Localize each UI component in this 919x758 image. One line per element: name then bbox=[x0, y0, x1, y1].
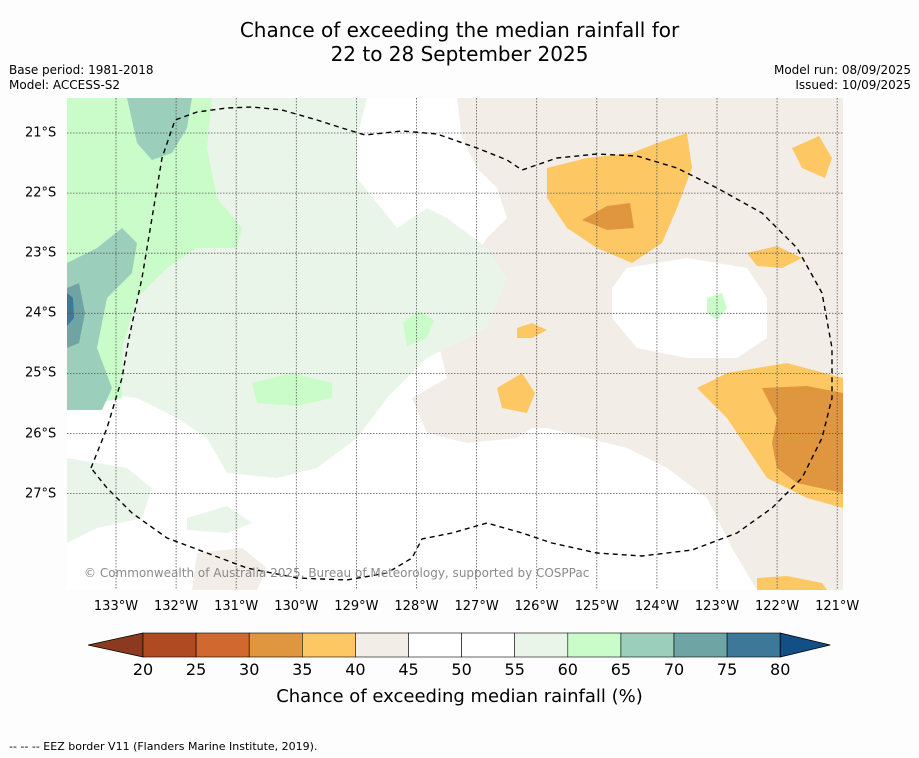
region-green-west bbox=[67, 98, 242, 410]
graticule bbox=[67, 98, 843, 590]
latitude-label: 22°S bbox=[25, 185, 57, 201]
colorbar-segment bbox=[408, 632, 462, 658]
model-run: Model run: 08/09/2025 bbox=[773, 63, 911, 77]
colorbar-segment bbox=[142, 632, 197, 658]
colorbar-tick-label: 20 bbox=[132, 660, 154, 679]
colorbar-extend-low bbox=[88, 632, 144, 658]
region-teal-west bbox=[67, 228, 137, 410]
colorbar-segment bbox=[726, 632, 781, 658]
region-green-patch-1 bbox=[252, 373, 332, 406]
colorbar-tick-label: 50 bbox=[451, 660, 472, 679]
colorbar-segment bbox=[248, 632, 303, 658]
latitude-label: 26°S bbox=[25, 426, 57, 441]
eez-border bbox=[90, 106, 833, 581]
colorbar-tick-label: 70 bbox=[663, 660, 685, 679]
colorbar-segment bbox=[514, 632, 569, 658]
colorbar-tick-label: 40 bbox=[345, 660, 366, 679]
latitude-label: 21°S bbox=[25, 125, 57, 141]
longitude-label: 131°W bbox=[214, 599, 259, 614]
title-line-2: 22 to 28 September 2025 bbox=[330, 42, 589, 66]
colorbar-tick-label: 45 bbox=[398, 660, 419, 679]
colorbar-segment bbox=[461, 632, 516, 658]
latitude-label: 25°S bbox=[25, 365, 57, 381]
region-orange-small-1 bbox=[747, 246, 802, 268]
longitude-label: 130°W bbox=[274, 599, 319, 614]
colorbar-tick-label: 60 bbox=[557, 660, 578, 679]
longitude-label: 129°W bbox=[334, 599, 379, 614]
region-beige-south bbox=[192, 548, 267, 590]
colorbar-segment bbox=[195, 632, 250, 658]
colorbar-segment bbox=[567, 632, 622, 658]
longitude-label: 124°W bbox=[634, 599, 679, 614]
region-orange-north bbox=[547, 133, 692, 263]
region-orange-small-2 bbox=[517, 323, 547, 338]
latitude-label: 24°S bbox=[25, 305, 57, 321]
longitude-label: 121°W bbox=[815, 599, 860, 614]
model-name: Model: ACCESS-S2 bbox=[9, 78, 121, 92]
colorbar-tick-label: 65 bbox=[610, 660, 632, 679]
region-green-patch-2 bbox=[403, 311, 434, 346]
map-title: Chance of exceeding the median rainfall … bbox=[0, 18, 919, 66]
region-darkorange-se bbox=[762, 386, 843, 493]
region-orange-south bbox=[757, 576, 827, 590]
latitude-label: 23°S bbox=[25, 245, 57, 261]
longitude-label: 132°W bbox=[154, 599, 199, 614]
region-darkorange-north bbox=[582, 203, 634, 230]
base-period: Base period: 1981-2018 bbox=[9, 63, 154, 77]
meta-left: Base period: 1981-2018 Model: ACCESS-S2 bbox=[9, 63, 154, 93]
longitude-label: 125°W bbox=[574, 599, 619, 614]
region-orange-ne bbox=[792, 136, 832, 178]
meta-right: Model run: 08/09/2025 Issued: 10/09/2025 bbox=[774, 63, 911, 93]
region-white-inner bbox=[612, 258, 767, 358]
longitude-label: 127°W bbox=[454, 599, 499, 614]
latitude-label: 27°S bbox=[25, 486, 57, 502]
longitude-label: 126°W bbox=[514, 599, 559, 614]
region-lightgreen-sw bbox=[67, 458, 152, 543]
region-lightgreen-south bbox=[187, 506, 252, 533]
issued-date: Issued: 10/09/2025 bbox=[795, 78, 911, 92]
colorbar-tick-label: 35 bbox=[292, 660, 313, 679]
colorbar-tick-label: 55 bbox=[504, 660, 525, 679]
colorbar-segment bbox=[355, 632, 409, 658]
colorbar bbox=[88, 632, 831, 658]
region-orange-small-3 bbox=[497, 373, 535, 413]
colorbar-label: Chance of exceeding median rainfall (%) bbox=[276, 686, 643, 707]
title-line-1: Chance of exceeding the median rainfall … bbox=[239, 18, 680, 42]
colorbar-tick-label: 30 bbox=[239, 660, 260, 679]
longitude-label: 123°W bbox=[694, 599, 740, 614]
copyright: © Commonwealth of Australia 2025, Bureau… bbox=[84, 566, 590, 580]
colorbar-segment bbox=[673, 632, 728, 658]
colorbar-tick-label: 80 bbox=[770, 660, 791, 679]
colorbar-tick-label: 25 bbox=[185, 660, 207, 679]
colorbar-segment bbox=[620, 632, 675, 658]
colorbar-tick-label: 75 bbox=[716, 660, 738, 679]
colorbar-extend-high bbox=[779, 632, 831, 658]
colorbar-segment bbox=[302, 632, 356, 658]
region-teal-darkest bbox=[67, 293, 74, 326]
eez-footnote: -- -- -- EEZ border V11 (Flanders Marine… bbox=[9, 740, 318, 753]
longitude-label: 122°W bbox=[755, 599, 800, 614]
rainfall-map bbox=[67, 98, 843, 590]
longitude-label: 133°W bbox=[93, 599, 139, 614]
longitude-label: 128°W bbox=[394, 599, 439, 614]
